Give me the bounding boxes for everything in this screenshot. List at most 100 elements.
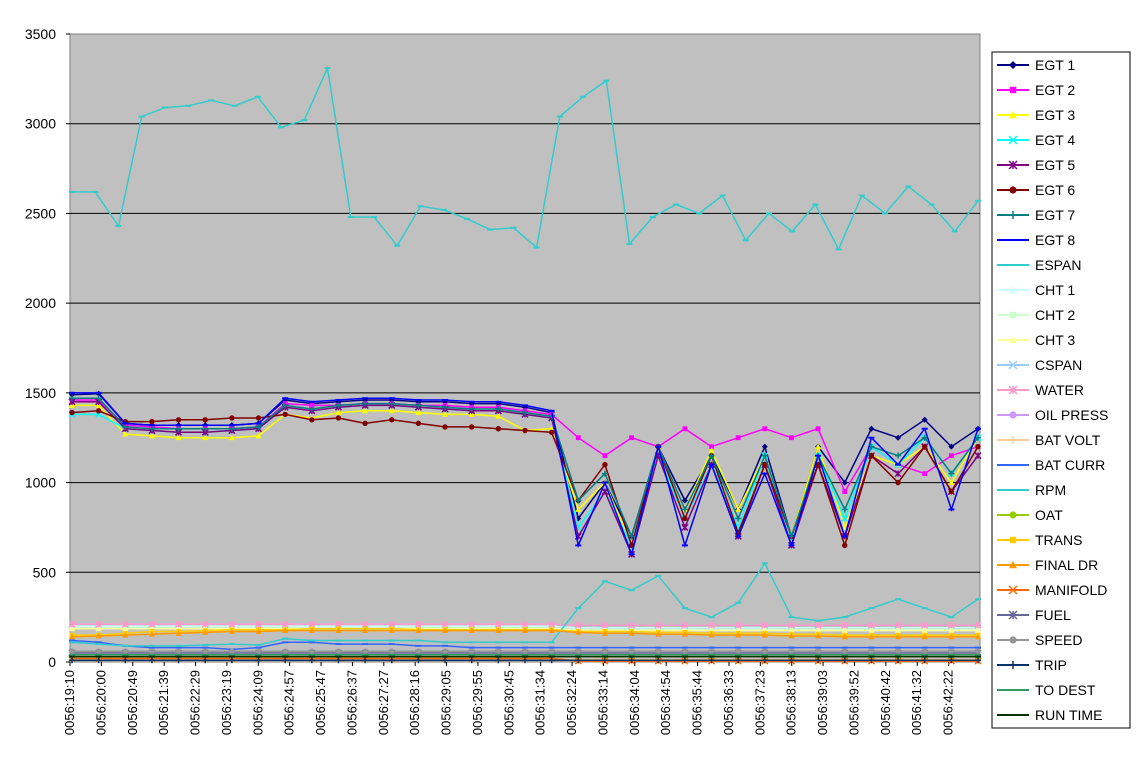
x-tick-label: 0056:32:24: [564, 670, 579, 735]
legend-marker: [1009, 61, 1017, 69]
data-point: [628, 657, 635, 664]
data-point: [708, 452, 715, 459]
data-point: [709, 444, 714, 450]
legend-entry: EGT 6: [997, 182, 1075, 198]
data-point: [255, 628, 262, 634]
data-point: [975, 648, 981, 654]
data-point: [95, 625, 102, 632]
legend-marker: [1009, 111, 1017, 119]
data-point: [69, 625, 75, 632]
series-egt-8: [69, 391, 981, 557]
legend-entry: EGT 8: [997, 232, 1075, 248]
data-point: [148, 657, 155, 664]
data-point: [894, 470, 902, 478]
data-point: [335, 657, 342, 664]
data-point: [228, 425, 235, 432]
data-point: [468, 406, 475, 413]
legend-entry: WATER: [997, 382, 1084, 398]
data-point: [495, 406, 502, 413]
data-point: [975, 633, 981, 640]
legend-label: EGT 7: [1035, 207, 1075, 223]
data-point: [921, 416, 928, 423]
y-tick-label: 1000: [25, 475, 56, 491]
data-point: [921, 633, 928, 640]
data-point: [682, 426, 688, 432]
legend-entry: EGT 2: [997, 82, 1075, 98]
data-point: [548, 425, 555, 432]
x-tick-label: 0056:36:33: [721, 670, 736, 735]
data-point: [921, 657, 928, 664]
data-point: [415, 627, 422, 633]
data-point: [308, 627, 315, 633]
data-point: [361, 620, 369, 628]
data-point: [895, 627, 902, 633]
data-point: [575, 506, 582, 512]
data-point: [947, 621, 955, 629]
data-point: [948, 453, 954, 459]
series-espan: [69, 65, 981, 252]
legend-marker: [1009, 186, 1017, 194]
data-point: [522, 427, 528, 434]
legend-entry: CSPAN: [997, 357, 1082, 373]
data-point: [975, 443, 981, 450]
data-point: [575, 629, 582, 635]
data-point: [95, 395, 102, 402]
data-point: [228, 657, 235, 664]
data-point: [815, 461, 821, 468]
data-point: [575, 657, 582, 664]
series-rpm: [69, 561, 981, 647]
legend-marker: [1008, 160, 1018, 170]
data-point: [175, 657, 182, 664]
data-point: [948, 627, 955, 633]
legend-label: FINAL DR: [1035, 557, 1098, 573]
y-tick-label: 3000: [25, 116, 56, 132]
data-point: [708, 447, 715, 453]
data-point: [95, 648, 102, 654]
data-point: [655, 648, 661, 654]
legend-entry: OIL PRESS: [997, 407, 1108, 423]
x-tick-label: 0056:22:29: [188, 670, 203, 735]
data-point: [867, 621, 875, 629]
data-point: [389, 417, 395, 423]
x-tick-label: 0056:30:45: [501, 670, 516, 735]
data-point: [175, 425, 182, 432]
data-point: [335, 402, 342, 409]
data-point: [761, 621, 769, 629]
y-tick-label: 500: [33, 564, 57, 580]
data-point: [575, 435, 581, 441]
data-point: [521, 620, 529, 628]
data-point: [735, 648, 741, 654]
gridlines: [70, 123, 980, 573]
data-point: [202, 648, 208, 654]
data-point: [868, 633, 875, 640]
x-tick-label: 0056:20:49: [125, 670, 140, 735]
data-point: [414, 620, 422, 628]
legend-marker: [1009, 286, 1017, 294]
data-point: [815, 627, 822, 633]
legend-label: TRIP: [1035, 657, 1067, 673]
legend-label: EGT 6: [1035, 182, 1075, 198]
data-point: [788, 627, 795, 633]
data-point: [948, 479, 955, 485]
data-point: [601, 657, 608, 664]
data-point: [69, 657, 75, 664]
data-point: [68, 620, 76, 628]
legend-label: FUEL: [1035, 607, 1071, 623]
data-point: [895, 633, 902, 640]
legend-label: EGT 4: [1035, 132, 1075, 148]
data-point: [548, 657, 555, 664]
legend-marker: [1008, 610, 1018, 620]
data-point: [708, 648, 715, 654]
data-point: [735, 435, 741, 441]
data-point: [495, 657, 502, 664]
legend-label: CHT 1: [1035, 282, 1075, 298]
data-point: [602, 461, 608, 468]
legend-marker: [1009, 561, 1017, 569]
legend-label: EGT 1: [1035, 57, 1075, 73]
data-point: [175, 417, 182, 423]
legend-label: WATER: [1035, 382, 1084, 398]
legend-entry: BAT VOLT: [997, 432, 1101, 448]
plot-area: [69, 33, 981, 663]
data-point: [175, 434, 182, 441]
x-tick-label: 0056:21:39: [156, 670, 171, 735]
